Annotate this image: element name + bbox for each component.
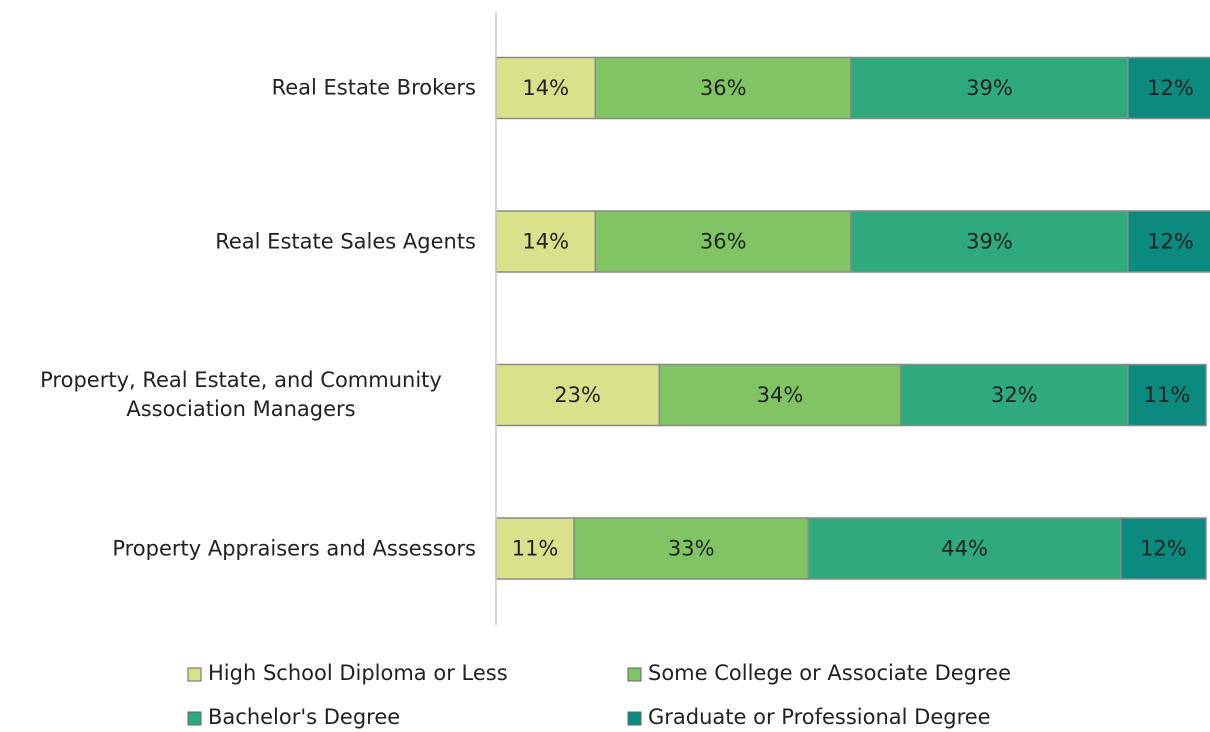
bar-segment [850,210,1129,273]
bar-segment [1127,210,1210,273]
value-label: 36% [700,230,747,254]
bar-segment [807,517,1122,580]
legend-label: Some College or Associate Degree [648,661,1011,685]
value-label: 11% [512,537,559,561]
bar-segment [495,56,597,120]
bar-segment [658,363,902,427]
category-label: Property Appraisers and Assessors [112,536,476,560]
value-label: 33% [668,537,715,561]
bar-segment [1120,517,1207,580]
bar-segment [495,517,575,580]
legend-label: High School Diploma or Less [208,661,508,685]
legend-swatch [187,711,202,726]
value-label: 12% [1147,76,1194,100]
value-label: 44% [941,537,988,561]
value-label: 12% [1147,230,1194,254]
bar-segment [573,517,810,580]
value-label: 39% [966,230,1013,254]
legend-label: Graduate or Professional Degree [648,705,991,729]
value-label: 23% [554,383,601,407]
value-label: 36% [700,76,747,100]
bar-segment [1127,363,1207,427]
value-label: 12% [1140,537,1187,561]
bar-segment [495,363,661,427]
legend-label: Bachelor's Degree [208,705,400,729]
value-label: 14% [522,76,569,100]
legend-swatch [627,711,642,726]
category-label: Property, Real Estate, and Community Ass… [40,368,442,421]
category-label: Real Estate Brokers [271,75,476,100]
value-label: 34% [757,383,804,407]
value-label: 39% [966,76,1013,100]
value-label: 11% [1144,383,1191,407]
bar-segment [594,56,852,120]
category-label: Real Estate Sales Agents [215,229,476,253]
value-label: 32% [991,383,1038,407]
legend-swatch [627,667,642,682]
bar-segment [899,363,1129,427]
bar-segment [594,210,852,273]
bar-segment [1127,56,1210,120]
value-label: 14% [522,230,569,254]
legend-swatch [187,667,202,682]
